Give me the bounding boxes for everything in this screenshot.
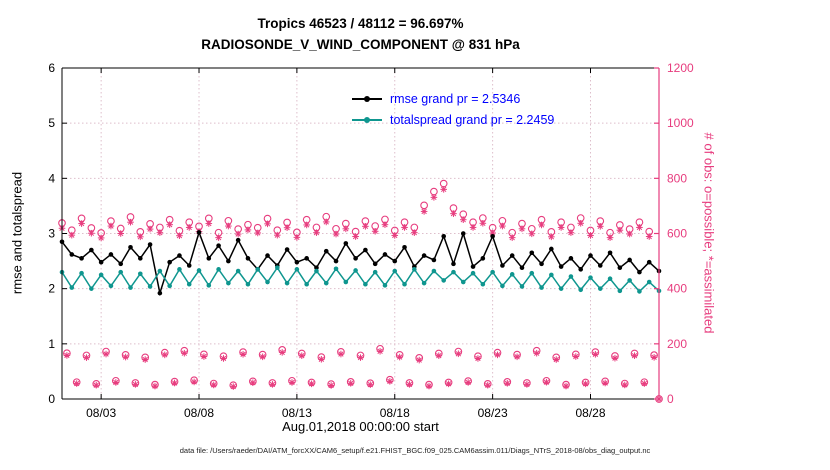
obs-series-assimilated-synoptic [58,186,663,403]
totalspread-series [59,265,662,294]
legend-item-rmse: rmse grand pr = 2.5346 [352,88,554,109]
svg-text:1000: 1000 [667,116,694,130]
legend-label-totalspread: totalspread grand pr = 2.2459 [390,112,555,127]
rmse-series [59,230,662,297]
totalspread-line-sample [352,115,382,125]
svg-text:400: 400 [667,282,687,296]
datafile-caption: data file: /Users/raeder/DAI/ATM_forcXX/… [179,446,651,455]
axes: 0 1 2 3 4 5 6 0 200 400 600 800 1000 1200 08/03 08/08 08… [48,61,694,420]
left-axis-label: rmse and totalspread [9,171,25,295]
svg-text:600: 600 [667,227,687,241]
svg-text:200: 200 [667,337,687,351]
legend-label-rmse: rmse grand pr = 2.5346 [390,91,521,106]
plot-title-line2: RADIOSONDE_V_WIND_COMPONENT @ 831 hPa [201,37,520,52]
x-axis-label: Aug.01,2018 00:00:00 start [282,419,439,434]
svg-text:08/23: 08/23 [478,406,508,420]
svg-text:1: 1 [48,337,55,351]
svg-text:0: 0 [48,392,55,406]
svg-text:08/13: 08/13 [282,406,312,420]
svg-text:08/03: 08/03 [86,406,116,420]
svg-text:6: 6 [48,61,55,75]
legend: rmse grand pr = 2.5346 totalspread grand… [352,88,554,130]
svg-text:08/08: 08/08 [184,406,214,420]
obs-series-possible-synoptic [58,179,663,403]
obs-series-possible-18z [72,375,649,390]
svg-text:2: 2 [48,282,55,296]
obs-series-assimilated-06z [63,347,658,364]
svg-text:08/28: 08/28 [575,406,605,420]
svg-text:4: 4 [48,171,55,185]
legend-item-totalspread: totalspread grand pr = 2.2459 [352,109,554,130]
svg-text:08/18: 08/18 [380,406,410,420]
right-axis-label: # of obs: o=possible; *=assimilated [701,132,717,334]
svg-text:3: 3 [48,227,55,241]
obs-series-assimilated-18z [73,378,648,390]
svg-text:0: 0 [667,392,674,406]
rmse-line-sample [352,94,382,104]
svg-text:5: 5 [48,116,55,130]
plot-title-line1: Tropics 46523 / 48112 = 96.697% [257,16,464,31]
svg-text:1200: 1200 [667,61,694,75]
svg-text:800: 800 [667,171,687,185]
